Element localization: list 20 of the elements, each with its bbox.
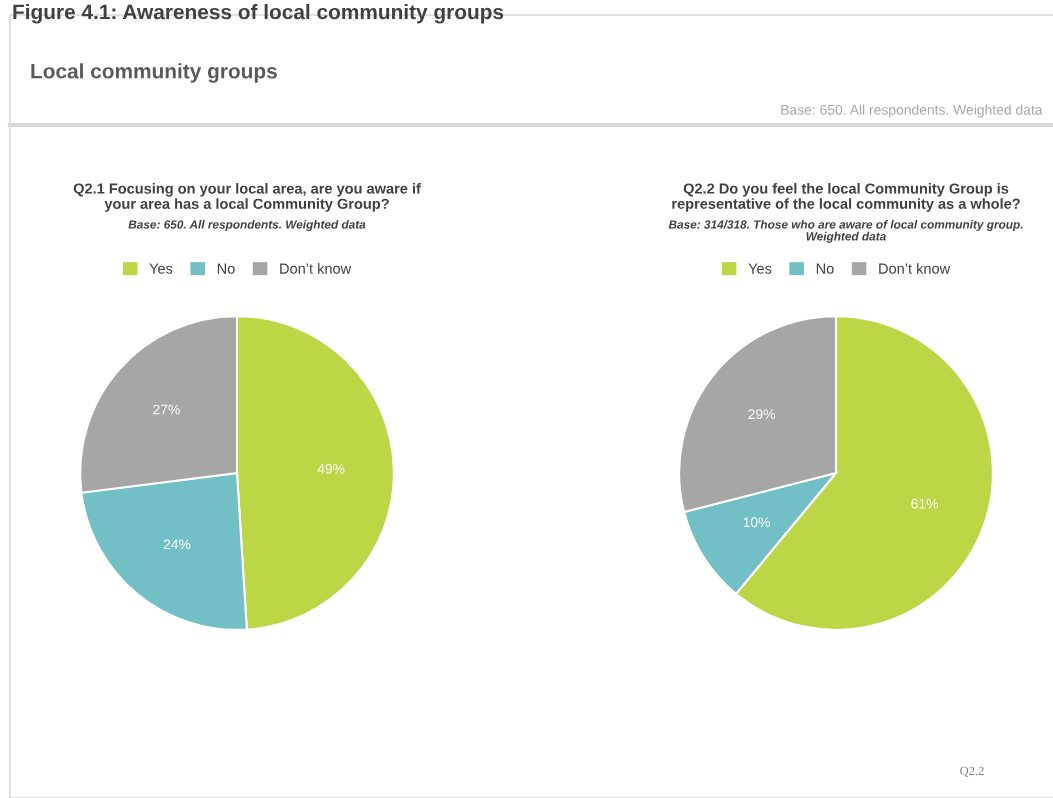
data-label: 61% — [911, 498, 938, 509]
data-label: 10% — [743, 517, 770, 528]
legend-label: No — [217, 263, 235, 274]
text: Q2.2 — [960, 766, 984, 778]
data-label: 27% — [153, 404, 180, 415]
text: Local community groups — [31, 63, 277, 83]
data-label: 29% — [748, 409, 776, 420]
chart-subtitle: Base: 650. All respondents. Weighted data — [128, 220, 366, 231]
legend-label: No — [816, 263, 834, 274]
legend-label: Don’t know — [879, 263, 951, 274]
legend-label: Don’t know — [280, 263, 352, 274]
chart-title: Q2.2 Do you feel the local Community Group is representative of the local community as a whole? — [672, 183, 1020, 212]
legend-label: Yes — [149, 263, 173, 274]
data-label: 49% — [317, 463, 345, 474]
legend-label: Yes — [748, 263, 772, 274]
chart-subtitle: Base: 314/318. Those who are aware of local community group. Weighted data — [668, 220, 1023, 243]
chart-title: Q2.1 Focusing on your local area, are you aware if your area has a local Community Group? — [73, 183, 421, 212]
data-label: 24% — [163, 539, 191, 550]
text: Base: 650. All respondents. Weighted data — [781, 104, 1043, 118]
caption: Figure 4.1: Awareness of local community groups — [13, 4, 504, 24]
